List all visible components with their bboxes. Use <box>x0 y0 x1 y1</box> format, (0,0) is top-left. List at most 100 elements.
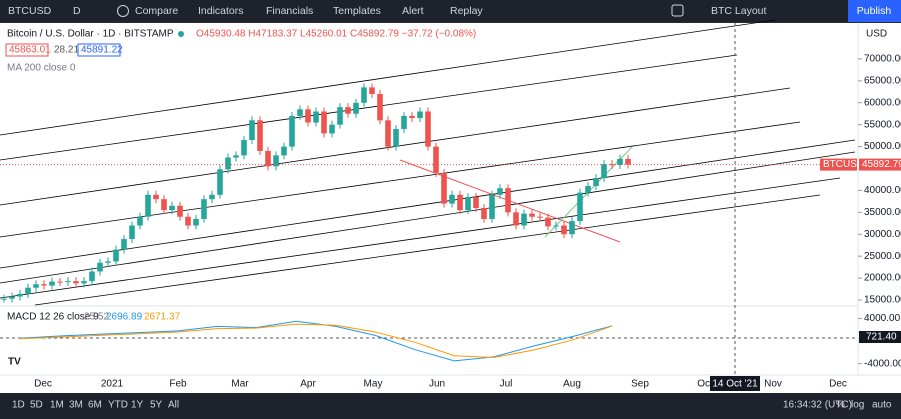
x-axis-label: Mar <box>231 379 249 390</box>
candle <box>505 188 511 213</box>
candle <box>129 225 135 240</box>
candle <box>185 216 191 226</box>
candle <box>601 164 607 179</box>
symbol[interactable]: BTCUSD <box>8 5 52 17</box>
candle <box>537 216 543 218</box>
bottom-bar <box>0 393 901 419</box>
candle <box>89 271 95 282</box>
logo: TV <box>8 357 21 368</box>
candle <box>617 158 623 166</box>
crosshair-label-box <box>710 376 760 391</box>
macd-legend: MACD 12 26 close 9 <box>7 312 99 323</box>
indicators[interactable]: Indicators <box>198 5 244 17</box>
candle <box>441 172 447 204</box>
candle <box>569 221 575 235</box>
candle <box>121 239 127 250</box>
alert[interactable]: Alert <box>402 5 424 17</box>
candle <box>625 158 631 165</box>
candle <box>393 129 399 147</box>
candle <box>81 281 87 284</box>
status-dot <box>178 31 184 37</box>
candle <box>97 262 103 272</box>
candle <box>249 120 255 141</box>
candle <box>297 109 303 116</box>
candle <box>497 188 503 195</box>
clock: 16:34:32 (UTC) <box>783 400 852 411</box>
publish[interactable]: Publish <box>857 5 892 17</box>
price-tag-text: 45892.79 <box>862 159 901 170</box>
candle <box>33 284 39 288</box>
candle <box>161 199 167 211</box>
range-button[interactable]: YTD <box>108 400 128 411</box>
candle <box>265 150 271 167</box>
candle <box>73 281 79 284</box>
candle <box>449 194 455 204</box>
range-button[interactable]: 1D <box>12 400 25 411</box>
compare[interactable]: Compare <box>135 5 178 17</box>
ma-legend: MA 200 close 0 <box>7 63 76 74</box>
candle <box>377 94 383 121</box>
candle <box>105 261 111 263</box>
currency: USD <box>866 29 887 40</box>
compare-icon <box>117 5 129 17</box>
candle <box>345 107 351 114</box>
financials[interactable]: Financials <box>266 5 313 17</box>
y-tick-label: 55000.00 <box>864 119 901 130</box>
candle <box>561 225 567 235</box>
candle <box>57 281 63 283</box>
x-axis-label: Dec <box>34 379 52 390</box>
y-tick-label: 20000.00 <box>864 273 901 284</box>
bid-box <box>5 43 49 57</box>
candle <box>329 124 335 134</box>
x-axis-label: Nov <box>764 379 782 390</box>
replay[interactable]: Replay <box>450 5 483 17</box>
candle <box>321 111 327 134</box>
publish-button[interactable] <box>848 0 901 22</box>
range-button[interactable]: 5D <box>30 400 43 411</box>
range-button[interactable]: 5Y <box>150 400 163 411</box>
scale-option[interactable]: log <box>851 400 864 411</box>
templates[interactable]: Templates <box>333 5 381 17</box>
candle <box>233 155 239 158</box>
scale-option[interactable]: % <box>836 400 845 411</box>
y-tick-label: 4000.00 <box>864 313 901 324</box>
layout[interactable]: BTC Layout <box>711 5 767 17</box>
y-tick-label: 60000.00 <box>864 97 901 108</box>
bid: 45863.01 <box>9 45 51 56</box>
scale-option[interactable]: auto <box>872 400 892 411</box>
candle <box>545 217 551 227</box>
candle <box>177 205 183 217</box>
interval[interactable]: D <box>73 5 81 17</box>
range-button[interactable]: 6M <box>88 400 102 411</box>
layout-icon <box>671 4 684 17</box>
candle <box>489 194 495 219</box>
candle <box>337 107 343 125</box>
range-button[interactable]: 1Y <box>131 400 144 411</box>
candle <box>433 146 439 173</box>
candle <box>593 178 599 187</box>
x-axis-label: Aug <box>563 379 581 390</box>
crosshair-label: 14 Oct '21 <box>712 379 758 390</box>
candle <box>457 194 463 211</box>
range-button[interactable]: All <box>168 400 179 411</box>
range-button[interactable]: 3M <box>69 400 83 411</box>
y-tick-label: 40000.00 <box>864 185 901 196</box>
candle <box>241 140 247 156</box>
candle <box>513 212 519 226</box>
y-tick-label: 70000.00 <box>864 54 901 65</box>
x-axis-label: Jul <box>500 379 513 390</box>
ask: 45891.22 <box>81 45 123 56</box>
candle <box>305 109 311 123</box>
range-button[interactable]: 1M <box>50 400 64 411</box>
candle <box>25 287 31 294</box>
candle <box>201 199 207 219</box>
candle <box>209 194 215 200</box>
candle <box>361 87 367 103</box>
candle <box>289 115 295 147</box>
candle <box>225 157 231 170</box>
candle <box>257 120 263 151</box>
x-axis-label: May <box>364 379 383 390</box>
candle <box>313 111 319 123</box>
